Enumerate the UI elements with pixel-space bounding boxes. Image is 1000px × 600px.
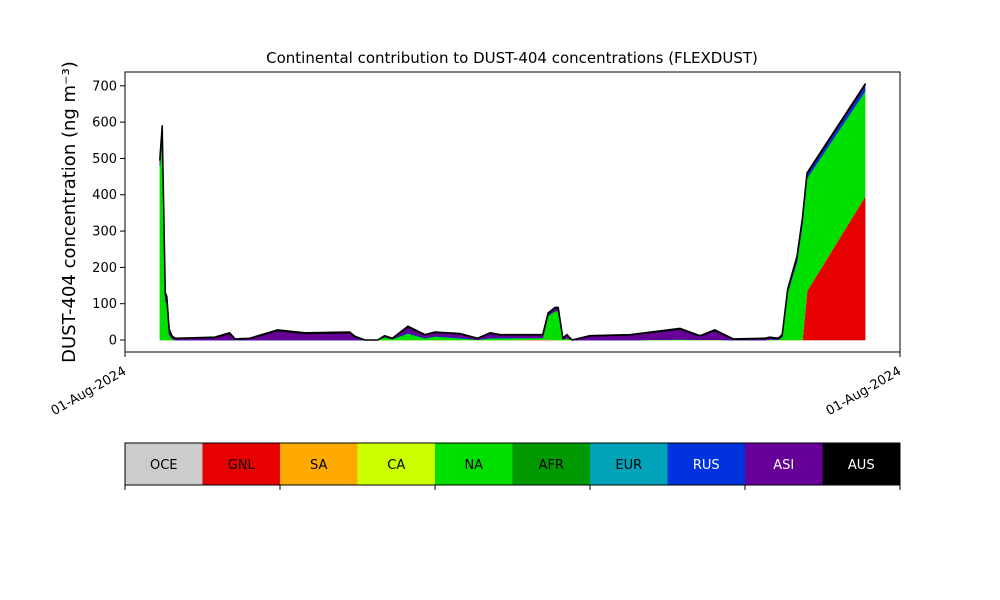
legend-label: ASI bbox=[773, 458, 794, 473]
colorbar-cell bbox=[202, 443, 280, 485]
y-tick-label: 0 bbox=[109, 334, 117, 349]
legend-label: SA bbox=[310, 458, 327, 473]
y-tick-label: 500 bbox=[92, 152, 117, 167]
plot-frame bbox=[124, 71, 901, 353]
colorbar-cell bbox=[667, 443, 745, 485]
legend-label: GNL bbox=[228, 458, 256, 473]
y-tick-label: 200 bbox=[92, 261, 117, 276]
colorbar-cell bbox=[512, 443, 590, 485]
y-tick-label: 100 bbox=[92, 297, 117, 312]
y-axis-label: DUST-404 concentration (ng m⁻³) bbox=[59, 61, 80, 363]
colorbar-cell bbox=[822, 443, 900, 485]
colorbar-frame bbox=[124, 442, 901, 486]
colorbar-cell bbox=[435, 443, 513, 485]
legend-label: EUR bbox=[615, 458, 642, 473]
colorbar-cell bbox=[357, 443, 435, 485]
colorbar-cell bbox=[280, 443, 358, 485]
legend-label: NA bbox=[464, 458, 483, 473]
legend-label: CA bbox=[387, 458, 405, 473]
legend-label: OCE bbox=[150, 458, 178, 473]
colorbar-cell bbox=[745, 443, 823, 485]
area bbox=[159, 83, 866, 341]
y-tick-label: 300 bbox=[92, 225, 117, 240]
legend-label: AFR bbox=[539, 458, 564, 473]
legend-label: AUS bbox=[848, 458, 875, 473]
colorbar-cell bbox=[125, 443, 203, 485]
legend-label: RUS bbox=[693, 458, 720, 473]
y-tick-label: 700 bbox=[92, 79, 117, 94]
y-tick-label: 600 bbox=[92, 116, 117, 131]
y-tick-label: 400 bbox=[92, 188, 117, 203]
chart-title: Continental contribution to DUST-404 con… bbox=[266, 49, 758, 67]
colorbar-cell bbox=[590, 443, 668, 485]
